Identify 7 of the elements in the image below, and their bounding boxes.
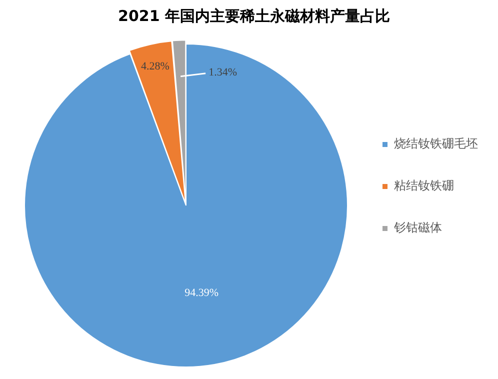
- data-label: 4.28%: [140, 60, 170, 73]
- legend-label: 烧结钕铁硼毛坯: [394, 136, 478, 151]
- legend-label: 钐钴磁体: [393, 220, 442, 235]
- chart-title: 2021 年国内主要稀土永磁材料产量占比: [118, 6, 390, 25]
- data-label: 94.39%: [184, 286, 219, 299]
- legend-label: 粘结钕铁硼: [394, 178, 454, 193]
- data-label: 1.34%: [208, 66, 237, 78]
